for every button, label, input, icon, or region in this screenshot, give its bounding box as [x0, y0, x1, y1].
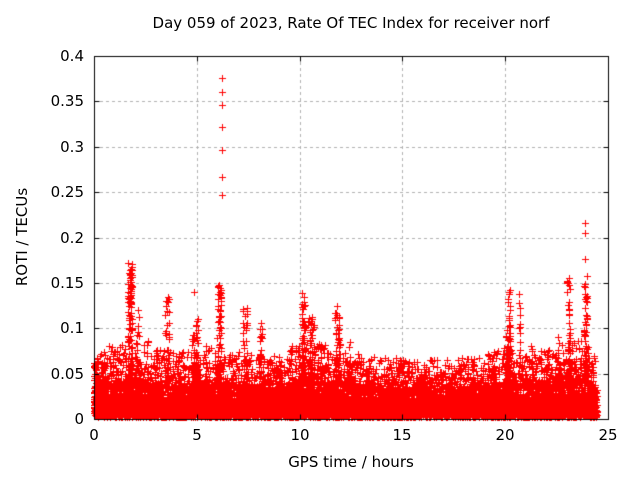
x-axis-label: GPS time / hours: [288, 453, 414, 471]
x-tick-label: 0: [89, 426, 99, 444]
y-axis-label: ROTI / TECUs: [13, 187, 31, 287]
y-tick-label: 0.4: [60, 47, 84, 65]
y-tick-label: 0.25: [50, 183, 84, 201]
plot-canvas: [91, 52, 612, 424]
y-tick-label: 0.3: [60, 138, 84, 156]
y-tick-label: 0.35: [50, 92, 84, 110]
x-tick-label: 20: [495, 426, 515, 444]
x-tick-label: 15: [392, 426, 412, 444]
chart-title: Day 059 of 2023, Rate Of TEC Index for r…: [152, 14, 550, 32]
y-tick-label: 0.15: [50, 274, 84, 292]
y-tick-label: 0: [74, 410, 84, 428]
y-tick-label: 0.05: [50, 365, 84, 383]
x-tick-label: 10: [290, 426, 310, 444]
x-tick-label: 25: [598, 426, 618, 444]
y-tick-label: 0.1: [60, 319, 84, 337]
y-tick-label: 0.2: [60, 229, 84, 247]
x-tick-label: 5: [192, 426, 202, 444]
